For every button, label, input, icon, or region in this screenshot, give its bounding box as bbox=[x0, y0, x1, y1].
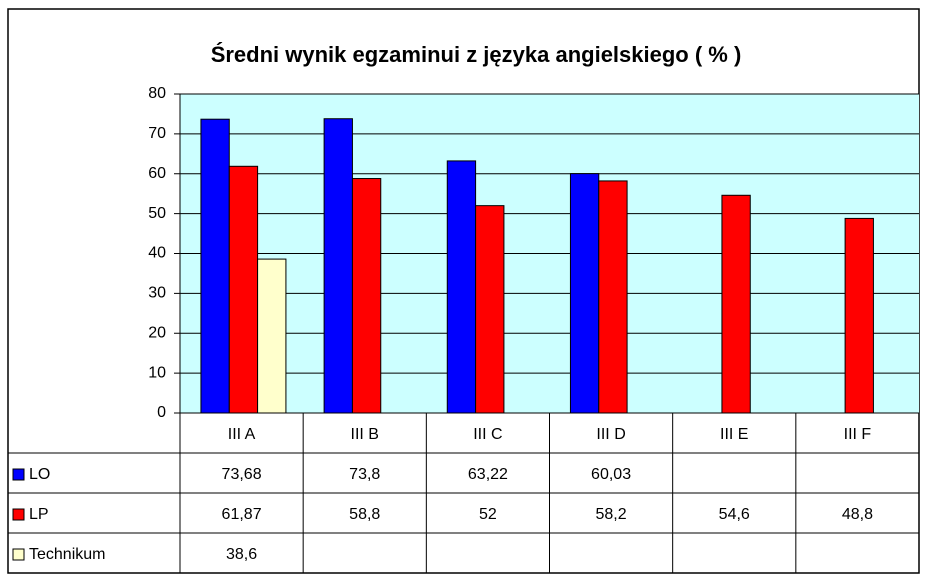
table-value: 60,03 bbox=[591, 466, 631, 483]
x-tick-label: III F bbox=[844, 426, 872, 443]
bar bbox=[721, 194, 751, 414]
y-tick-label: 80 bbox=[148, 85, 166, 102]
y-tick-label: 40 bbox=[148, 245, 166, 262]
table-value: 48,8 bbox=[842, 506, 873, 523]
bar bbox=[228, 165, 259, 414]
y-tick-label: 70 bbox=[148, 125, 166, 142]
table-value: 63,22 bbox=[468, 466, 508, 483]
x-tick-label: III B bbox=[351, 426, 379, 443]
legend-label: LP bbox=[29, 506, 49, 523]
table-value: 52 bbox=[479, 506, 497, 523]
table-value: 61,87 bbox=[222, 506, 262, 523]
x-tick-label: III D bbox=[596, 426, 625, 443]
y-tick-label: 20 bbox=[148, 324, 166, 341]
legend-swatch bbox=[12, 508, 25, 521]
legend-swatch bbox=[12, 468, 25, 481]
bar bbox=[569, 173, 600, 414]
y-tick-label: 50 bbox=[148, 205, 166, 222]
x-tick-label: III C bbox=[473, 426, 502, 443]
bar bbox=[200, 118, 230, 414]
table-value: 54,6 bbox=[719, 506, 750, 523]
bar bbox=[323, 118, 353, 414]
bar bbox=[351, 178, 382, 414]
bar bbox=[844, 217, 874, 414]
legend-swatch bbox=[12, 548, 25, 561]
table-value: 58,8 bbox=[349, 506, 380, 523]
legend-label: Technikum bbox=[29, 546, 105, 563]
bar bbox=[598, 180, 628, 414]
chart-title: Średni wynik egzaminui z języka angielsk… bbox=[211, 42, 742, 67]
table-value: 38,6 bbox=[226, 546, 257, 563]
x-tick-label: III E bbox=[720, 426, 748, 443]
bar bbox=[475, 205, 505, 414]
y-tick-label: 60 bbox=[148, 165, 166, 182]
y-tick-label: 0 bbox=[157, 404, 166, 421]
bar bbox=[257, 258, 287, 414]
legend-label: LO bbox=[29, 466, 50, 483]
x-tick-label: III A bbox=[228, 426, 256, 443]
bar bbox=[446, 160, 477, 414]
y-tick-label: 10 bbox=[148, 364, 166, 381]
table-value: 73,8 bbox=[349, 466, 380, 483]
table-value: 73,68 bbox=[222, 466, 262, 483]
table-value: 58,2 bbox=[596, 506, 627, 523]
y-tick-label: 30 bbox=[148, 285, 166, 302]
